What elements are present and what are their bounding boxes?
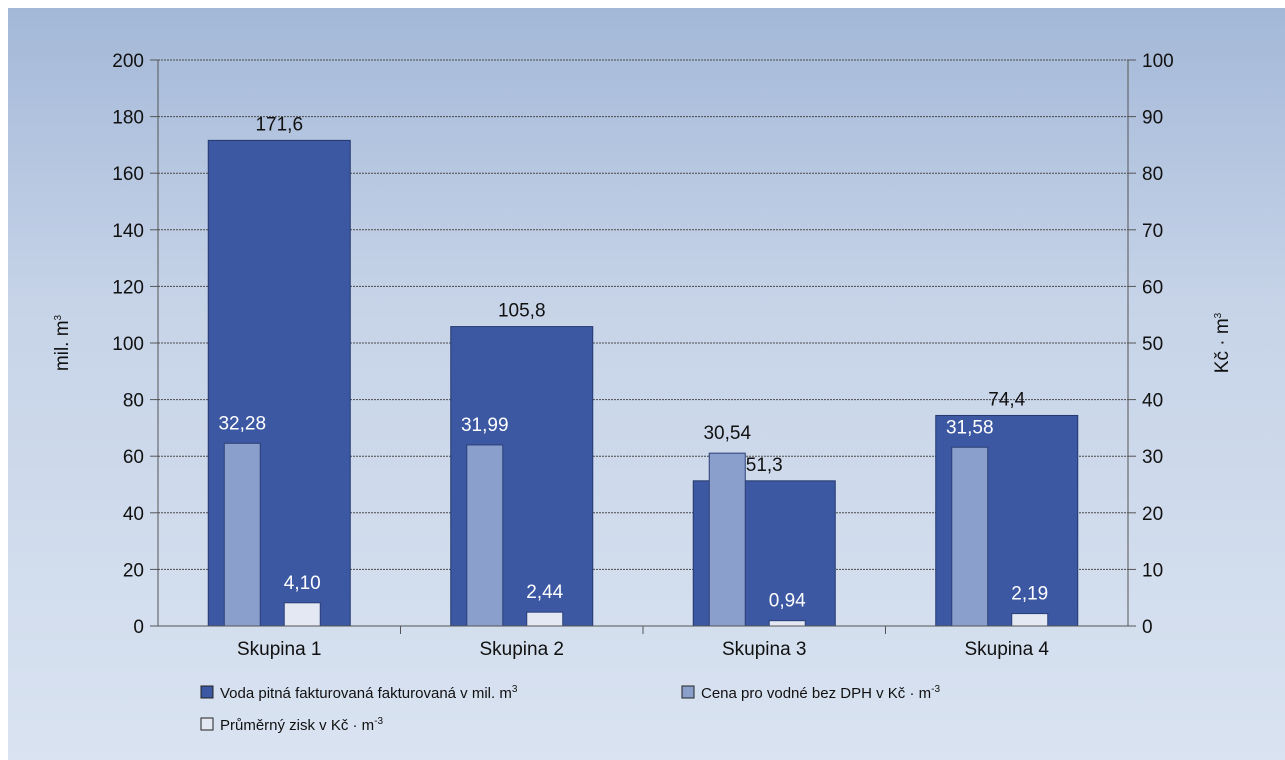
data-label-voda: 51,3	[746, 455, 783, 476]
legend-swatch	[681, 685, 695, 699]
left-tick-label: 60	[123, 447, 144, 468]
data-label-cena: 31,99	[461, 415, 509, 436]
legend: Voda pitná fakturovaná fakturovaná v mil…	[200, 684, 940, 734]
left-tick-label: 20	[123, 560, 144, 581]
left-tick-label: 160	[112, 164, 144, 185]
x-category-label: Skupina 3	[722, 639, 807, 660]
y-axis-title-right: Kč · m3	[1212, 312, 1233, 373]
data-labels: 171,6 32,28 4,10 105,8 31,99 2,44 51,3 30,54 0,9…	[218, 114, 1048, 611]
x-category-label: Skupina 2	[479, 639, 564, 660]
right-tick-label: 70	[1142, 221, 1163, 242]
legend-swatch	[200, 717, 214, 731]
data-label-zisk: 2,44	[526, 582, 563, 603]
data-label-cena: 32,28	[218, 413, 266, 434]
right-tick-label: 10	[1142, 560, 1163, 581]
right-tick-label: 90	[1142, 108, 1163, 129]
data-label-voda: 171,6	[255, 114, 303, 135]
left-tick-label: 80	[123, 391, 144, 412]
legend-label: Průměrný zisk v Kč · m-3	[220, 716, 384, 734]
bar-zisk	[1011, 613, 1049, 627]
right-tick-label: 20	[1142, 504, 1163, 525]
bar-chart: 0 0 20 10 40 20 60 30 80 40 100 50 120 60 140 70 160 80 18…	[52, 51, 1233, 734]
bars	[207, 139, 1079, 627]
x-category-label: Skupina 1	[237, 639, 322, 660]
right-tick-label: 80	[1142, 164, 1163, 185]
data-label-cena: 30,54	[703, 423, 751, 444]
bar-cena	[951, 446, 989, 627]
right-tick-label: 60	[1142, 277, 1163, 298]
data-label-cena: 31,58	[946, 417, 994, 438]
bar-cena	[223, 442, 261, 627]
legend-label: Cena pro vodné bez DPH v Kč · m-3	[701, 684, 940, 702]
data-label-voda: 105,8	[498, 301, 546, 322]
chart-panel: 0 0 20 10 40 20 60 30 80 40 100 50 120 60 140 70 160 80 18…	[8, 8, 1285, 760]
legend-swatch	[200, 685, 214, 699]
data-label-zisk: 0,94	[769, 591, 806, 612]
axes: 0 0 20 10 40 20 60 30 80 40 100 50 120 60 140 70 160 80 18…	[52, 51, 1233, 660]
left-tick-label: 200	[112, 51, 144, 72]
right-tick-label: 50	[1142, 334, 1163, 355]
left-tick-label: 0	[133, 617, 144, 638]
right-tick-label: 30	[1142, 447, 1163, 468]
data-label-voda: 74,4	[988, 389, 1025, 410]
right-tick-label: 0	[1142, 617, 1153, 638]
legend-label: Voda pitná fakturovaná fakturovaná v mil…	[220, 684, 518, 702]
bar-cena	[466, 444, 504, 627]
left-tick-label: 180	[112, 108, 144, 129]
x-category-label: Skupina 4	[964, 639, 1049, 660]
left-tick-label: 120	[112, 277, 144, 298]
data-label-zisk: 2,19	[1011, 584, 1048, 605]
left-tick-label: 40	[123, 504, 144, 525]
right-tick-label: 40	[1142, 391, 1163, 412]
left-tick-label: 100	[112, 334, 144, 355]
bar-zisk	[768, 620, 806, 627]
bar-zisk	[283, 602, 321, 627]
left-tick-label: 140	[112, 221, 144, 242]
data-label-zisk: 4,10	[284, 573, 321, 594]
right-tick-label: 100	[1142, 51, 1174, 72]
y-axis-title-left: mil. m3	[52, 314, 73, 371]
bar-zisk	[526, 611, 564, 627]
bar-cena	[708, 452, 746, 627]
